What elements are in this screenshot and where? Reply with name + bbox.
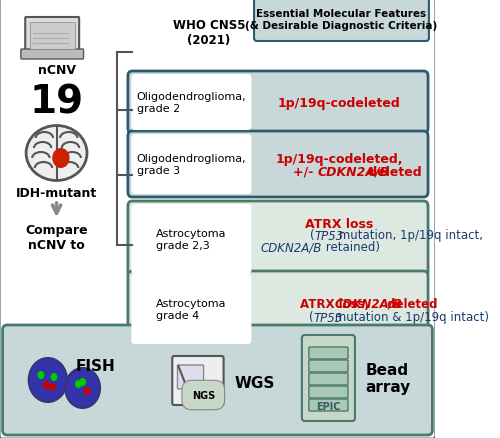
Circle shape: [84, 387, 90, 395]
Circle shape: [28, 358, 67, 402]
Circle shape: [65, 368, 100, 408]
Text: 19: 19: [30, 84, 84, 122]
FancyBboxPatch shape: [0, 0, 436, 438]
FancyBboxPatch shape: [132, 205, 252, 274]
Text: CDKN2A/B: CDKN2A/B: [260, 241, 322, 254]
FancyBboxPatch shape: [309, 399, 348, 411]
Text: Essential Molecular Features
(& Desirable Diagnostic Criteria): Essential Molecular Features (& Desirabl…: [245, 9, 437, 31]
FancyBboxPatch shape: [2, 325, 432, 435]
Text: 1p/19q-codeleted,: 1p/19q-codeleted,: [276, 153, 403, 166]
Text: Bead
array: Bead array: [366, 362, 410, 394]
FancyBboxPatch shape: [25, 18, 79, 55]
Text: IDH-mutant: IDH-mutant: [16, 187, 97, 200]
FancyBboxPatch shape: [21, 50, 84, 60]
Text: +/-: +/-: [293, 165, 318, 178]
Circle shape: [48, 383, 56, 391]
Text: Astrocytoma
grade 2,3: Astrocytoma grade 2,3: [156, 229, 226, 250]
Ellipse shape: [26, 126, 87, 181]
Text: Oligodendroglioma,
grade 3: Oligodendroglioma, grade 3: [136, 154, 246, 175]
Text: Oligodendroglioma,
grade 2: Oligodendroglioma, grade 2: [136, 92, 246, 113]
FancyBboxPatch shape: [302, 335, 355, 421]
Text: CDKN2A/B: CDKN2A/B: [318, 165, 390, 178]
FancyBboxPatch shape: [309, 386, 348, 398]
FancyBboxPatch shape: [128, 272, 428, 347]
FancyBboxPatch shape: [132, 135, 252, 194]
Text: ATRX loss: ATRX loss: [305, 217, 374, 230]
Text: NGS: NGS: [192, 390, 215, 400]
Text: 1p/19q-codeleted: 1p/19q-codeleted: [278, 96, 400, 109]
Circle shape: [42, 381, 50, 389]
Text: FISH: FISH: [76, 359, 116, 374]
FancyBboxPatch shape: [132, 274, 252, 344]
Text: TP53: TP53: [315, 229, 344, 242]
Text: mutation & 1p/19q intact): mutation & 1p/19q intact): [330, 311, 488, 324]
Text: CDKN2A/B: CDKN2A/B: [335, 297, 403, 310]
FancyBboxPatch shape: [309, 360, 348, 372]
FancyBboxPatch shape: [309, 347, 348, 359]
Bar: [30, 23, 75, 50]
FancyBboxPatch shape: [128, 72, 428, 134]
Text: EPIC: EPIC: [316, 401, 340, 411]
Text: WGS: WGS: [235, 376, 276, 391]
Circle shape: [79, 378, 86, 386]
FancyBboxPatch shape: [178, 365, 204, 389]
Text: ATRX loss,: ATRX loss,: [300, 297, 374, 310]
FancyBboxPatch shape: [132, 75, 252, 131]
Text: deleted: deleted: [383, 297, 438, 310]
Text: (: (: [308, 311, 313, 324]
Circle shape: [75, 380, 82, 388]
FancyBboxPatch shape: [254, 0, 429, 42]
Text: retained): retained): [322, 241, 380, 254]
Text: nCNV: nCNV: [38, 64, 76, 77]
FancyBboxPatch shape: [128, 132, 428, 198]
Circle shape: [38, 371, 44, 379]
Text: WHO CNS5
(2021): WHO CNS5 (2021): [172, 19, 245, 47]
Text: Compare
nCNV to: Compare nCNV to: [25, 223, 88, 251]
Text: mutation, 1p/19q intact,: mutation, 1p/19q intact,: [335, 229, 483, 242]
Text: Astrocytoma
grade 4: Astrocytoma grade 4: [156, 299, 226, 320]
Circle shape: [50, 373, 58, 381]
FancyBboxPatch shape: [309, 373, 348, 385]
Text: TP53: TP53: [313, 311, 342, 324]
Text: (: (: [310, 229, 315, 242]
Text: deleted: deleted: [364, 165, 422, 178]
FancyBboxPatch shape: [128, 201, 428, 277]
FancyBboxPatch shape: [172, 356, 224, 405]
Circle shape: [52, 148, 70, 169]
